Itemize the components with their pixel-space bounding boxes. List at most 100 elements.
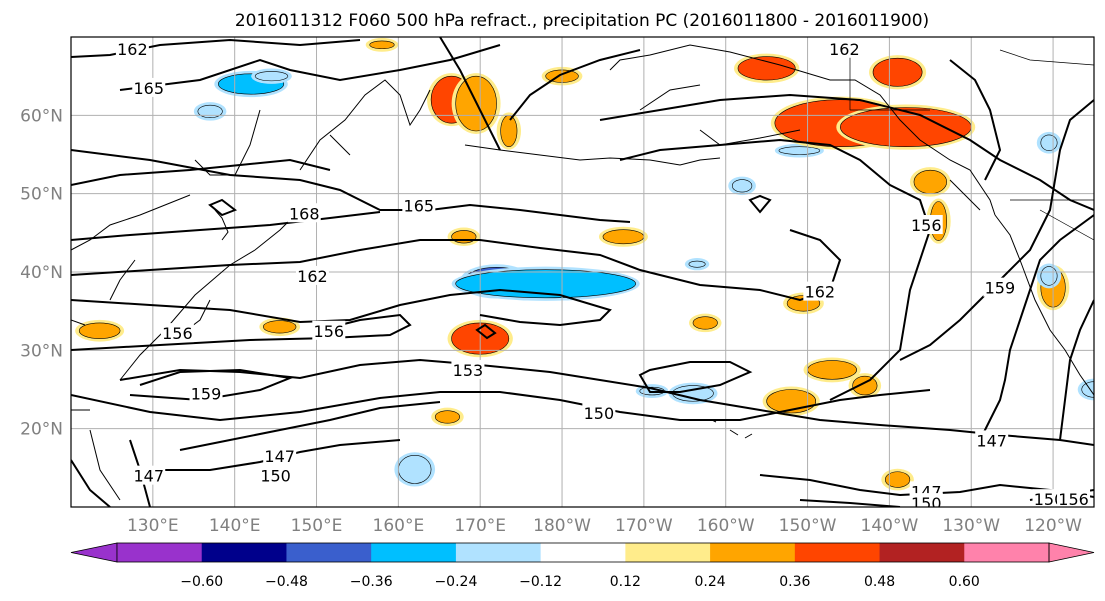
shaded-area (688, 313, 722, 333)
contour-line (748, 194, 772, 214)
contour-label-bg (295, 265, 329, 285)
contour-label: 165 (404, 196, 435, 215)
lon-tick-label: 140°W (861, 516, 919, 536)
contour-label-bg (115, 38, 149, 58)
contour-label-bg (259, 465, 293, 485)
colorbar-segment (879, 543, 965, 562)
coastline-sakhalin (214, 209, 229, 241)
coastline-korea-china (71, 194, 191, 501)
shaded-area (684, 258, 710, 271)
shaded-area-core (254, 71, 289, 82)
shaded-area-core (451, 230, 477, 244)
colorbar-segment (964, 543, 1050, 562)
shaded-area-core (688, 260, 706, 268)
colorbar-extend-low (70, 542, 118, 563)
colorbar-tick-label: −0.12 (519, 574, 562, 590)
contour-label-bg (287, 203, 321, 223)
colorbar-tick-label: −0.36 (350, 574, 393, 590)
coastline-bc-us-west (949, 179, 1094, 396)
colorbar-tick-label: 0.24 (695, 574, 726, 590)
contour-line (71, 288, 612, 327)
shaded-area-core (1081, 381, 1094, 398)
colorbar-frame (116, 542, 1050, 563)
contour-line (71, 38, 361, 58)
lat-tick-label: 40°N (20, 263, 63, 283)
shaded-area-core (263, 320, 297, 334)
shaded-area-core (398, 454, 432, 484)
colorbar-segment (710, 543, 796, 562)
contour-label-bg (132, 465, 166, 485)
shaded-area-core (369, 40, 395, 50)
contour-line (71, 158, 331, 186)
shaded-area (881, 468, 914, 491)
contour-line (179, 401, 441, 451)
contour-label-bg (402, 195, 436, 215)
colorbar-extend-high (1048, 542, 1095, 563)
colorbar-segment (371, 543, 457, 562)
contour-line (949, 59, 1002, 181)
contour-line (71, 459, 111, 507)
shaded-area (193, 102, 227, 121)
colorbar-tick-label: 0.12 (610, 574, 641, 590)
shaded-area (251, 68, 292, 84)
contour-label-bg (909, 215, 943, 234)
contour-line (599, 93, 1094, 211)
shaded-area (259, 317, 301, 337)
contour-label: 162 (829, 40, 860, 59)
contour-label-bg (803, 281, 837, 301)
contour-label: 156 (1058, 490, 1089, 509)
contour-label: 156 (911, 216, 942, 235)
shaded-area (909, 167, 951, 197)
contour-line (899, 99, 1094, 361)
shaded-area (598, 226, 648, 247)
contour-line (119, 44, 501, 91)
shaded-area (1036, 131, 1062, 154)
shaded-area (394, 452, 436, 487)
contour-label-bg (312, 320, 346, 340)
shaded-area (733, 53, 800, 84)
shaded-area (1036, 263, 1062, 289)
shaded-area-core (885, 471, 911, 488)
contour-label: 153 (453, 361, 484, 380)
colorbar-segment (794, 543, 881, 562)
lat-tick-label: 30°N (20, 341, 63, 361)
contour-label: 168 (289, 204, 320, 223)
shaded-area (1077, 378, 1094, 401)
colorbar-segment (540, 543, 626, 562)
contour-label-bg (983, 277, 1017, 297)
contour-line (475, 323, 497, 340)
lon-tick-labels: 130°E 140°E 150°E 160°E 170°E 180°W 170°W 160°W… (127, 516, 1082, 536)
lon-tick-label: 170°W (615, 516, 673, 536)
contour-label: 150 (584, 404, 615, 423)
contour-label-bg (263, 446, 297, 466)
shaded-area (75, 319, 125, 342)
contour-label: 159 (191, 384, 222, 403)
lon-tick-label: 160°W (697, 516, 755, 536)
lat-tick-label: 20°N (20, 420, 63, 440)
contour-label: 156 (314, 322, 345, 341)
coastline-alaska (609, 44, 996, 216)
shaded-area (728, 176, 756, 196)
contour-line (71, 211, 381, 241)
contour-label-bg (189, 383, 223, 403)
shaded-area (447, 227, 481, 247)
colorbar-tick-label: −0.60 (180, 574, 223, 590)
shaded-area (848, 373, 882, 398)
shaded-area-core (852, 375, 878, 396)
lat-tick-label: 50°N (20, 185, 63, 205)
lon-tick-label: 180°W (533, 516, 591, 536)
contour-line (439, 37, 641, 151)
shaded-area (869, 55, 927, 90)
shaded-area (365, 37, 399, 52)
lon-tick-label: 130°W (942, 516, 1000, 536)
contour-label: 159 (985, 279, 1016, 298)
shaded-area-core (807, 360, 857, 380)
lon-tick-label: 170°E (454, 516, 506, 536)
colorbar-segment (286, 543, 372, 562)
shaded-area-core (778, 146, 821, 155)
lon-tick-label: 130°E (127, 516, 179, 536)
colorbar-tick-label: −0.24 (434, 574, 477, 590)
contour-label: 165 (133, 79, 164, 98)
colorbar-tick-label: 0.48 (864, 574, 895, 590)
